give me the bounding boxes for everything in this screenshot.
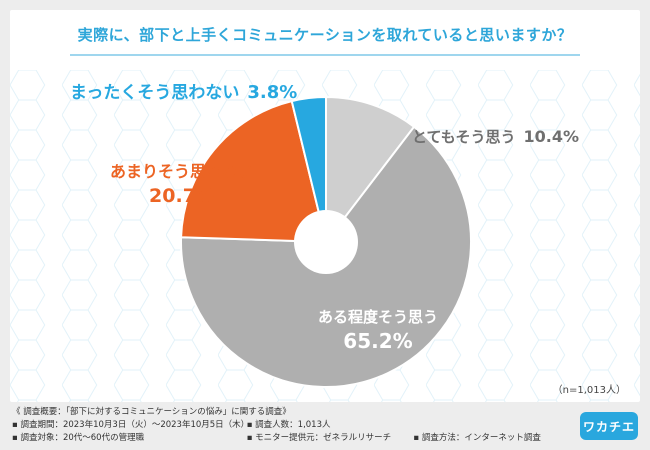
- slice-category-amari: あまりそう思わない: [110, 162, 254, 181]
- slice-label-amari: あまりそう思わない 20.7%: [110, 162, 254, 207]
- slice-category-totemo: とてもそう思う: [412, 128, 516, 146]
- survey-heading: 《 調査概要：「部下に対するコミュニケーションの悩み」に関する調査》: [12, 407, 291, 417]
- survey-count: ▪ 調査人数：1,013人: [246, 420, 331, 430]
- slice-value-amari: 20.7%: [149, 185, 215, 207]
- slice-value-mattaku: 3.8%: [247, 82, 297, 103]
- slice-label-mattaku: まったくそう思わない 3.8%: [70, 82, 297, 103]
- sample-size-label: （n=1,013人）: [552, 385, 626, 396]
- donut-hole: [294, 210, 358, 274]
- wakachie-logo: ワカチエ: [580, 412, 638, 440]
- chart-card: 実際に、部下と上手くコミュニケーションを取れていると思いますか？ とてもそう思う…: [10, 10, 640, 402]
- slice-category-mattaku: まったくそう思わない: [70, 83, 239, 103]
- survey-period: ▪ 調査期間：2023年10月3日（火）〜2023年10月5日（木）: [12, 420, 250, 430]
- slice-label-aru-teido: ある程度そう思う 65.2%: [318, 308, 438, 353]
- slice-value-totemo: 10.4%: [524, 127, 580, 146]
- chart-title: 実際に、部下と上手くコミュニケーションを取れていると思いますか？: [77, 26, 573, 44]
- pie-slice-amari: [180, 99, 328, 244]
- donut-chart: とてもそう思う 10.4% ある程度そう思う 65.2% あまりそう思わない 20.7% ま…: [70, 82, 579, 388]
- slice-value-aru-teido: 65.2%: [343, 329, 412, 353]
- slice-category-aru-teido: ある程度そう思う: [318, 308, 438, 326]
- pie-slice-mattaku: [290, 95, 327, 243]
- slice-label-totemo: とてもそう思う 10.4%: [412, 127, 579, 146]
- pie-slice-totemo: [325, 95, 416, 245]
- title-divider: [70, 54, 580, 56]
- survey-method: ▪ 調査方法：インターネット調査: [413, 433, 541, 443]
- survey-notes: 《 調査概要：「部下に対するコミュニケーションの悩み」に関する調査》 ▪ 調査期…: [12, 406, 541, 445]
- survey-target: ▪ 調査対象：20代〜60代の管理職: [12, 433, 145, 443]
- survey-provider: ▪ モニター提供元：ゼネラルリサーチ: [246, 433, 392, 443]
